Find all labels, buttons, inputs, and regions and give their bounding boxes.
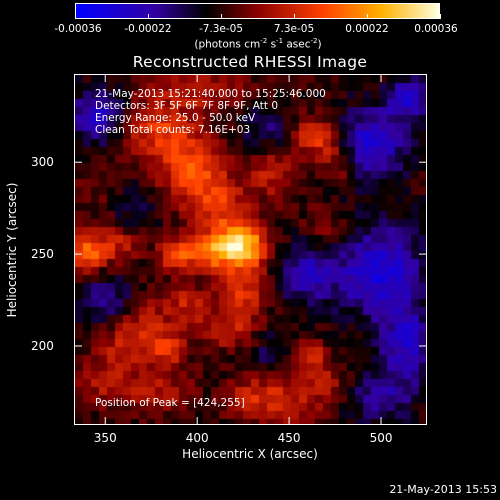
colorbar-tick-label: 0.00036 xyxy=(414,23,458,35)
annotation-detectors: Detectors: 3F 5F 6F 7F 8F 9F, Att 0 xyxy=(95,100,279,112)
colorbar-tick-label: -0.00022 xyxy=(124,23,172,35)
colorbar-tick-mark xyxy=(440,14,441,19)
colorbar-tick-label: -7.3e-05 xyxy=(198,23,244,35)
colorbar-tick-label: 7.3e-05 xyxy=(273,23,315,35)
colorbar-tick-mark xyxy=(367,14,368,19)
colorbar-tick-mark xyxy=(221,14,222,19)
timestamp: 21-May-2013 15:53 xyxy=(389,483,497,496)
annotation-clean-counts: Clean Total counts: 7.16E+03 xyxy=(95,124,251,136)
annotation-peak-position: Position of Peak = [424,255] xyxy=(95,397,245,409)
annotation-time-range: 21-May-2013 15:21:40.000 to 15:25:46.000 xyxy=(95,88,326,100)
colorbar-unit-label: (photons cm-2 s-1 asec-2) xyxy=(194,37,322,51)
annotation-energy-range: Energy Range: 25.0 - 50.0 keV xyxy=(95,112,256,124)
plot-title: Reconstructed RHESSI Image xyxy=(132,53,368,71)
x-tick-label: 500 xyxy=(369,431,393,445)
x-tick-label: 450 xyxy=(277,431,301,445)
y-axis-label: Heliocentric Y (arcsec) xyxy=(5,182,19,318)
colorbar-tick-label: -0.00036 xyxy=(54,23,102,35)
x-axis-label: Heliocentric X (arcsec) xyxy=(182,447,318,461)
colorbar-tick-label: 0.00022 xyxy=(345,23,389,35)
y-tick-label: 300 xyxy=(31,155,54,170)
colorbar-tick-mark xyxy=(294,14,295,19)
heatmap-canvas xyxy=(75,75,426,424)
x-tick-label: 400 xyxy=(185,431,209,445)
colorbar-tick-mark xyxy=(75,14,76,19)
plot-area xyxy=(74,74,427,425)
colorbar xyxy=(75,3,440,19)
x-tick-label: 350 xyxy=(93,431,117,445)
colorbar-tick-mark xyxy=(148,14,149,19)
y-tick-label: 250 xyxy=(31,247,54,262)
y-tick-label: 200 xyxy=(31,338,54,353)
